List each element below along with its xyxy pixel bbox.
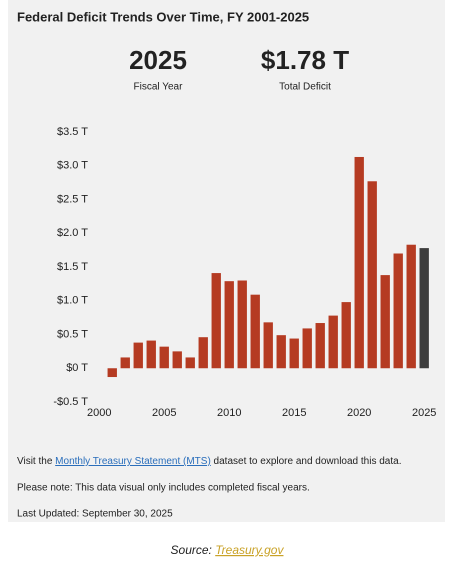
bar: [263, 322, 273, 369]
x-tick-label: 2000: [87, 407, 111, 419]
y-tick-label: $3.0 T: [57, 160, 88, 172]
bar: [250, 294, 260, 369]
bar: [367, 181, 377, 369]
footer-note: Please note: This data visual only inclu…: [17, 483, 310, 494]
y-tick-label: $1.5 T: [57, 261, 88, 273]
bar: [185, 357, 195, 369]
bar: [198, 337, 208, 369]
y-tick-label: $0 T: [66, 362, 88, 374]
kpi-label: Total Deficit: [279, 82, 331, 93]
kpi-label: Fiscal Year: [134, 82, 184, 93]
source-link[interactable]: Treasury.gov: [215, 543, 284, 557]
bar: [393, 253, 403, 369]
bar: [289, 338, 299, 369]
x-tick-label: 2005: [152, 407, 176, 419]
bar: [237, 280, 247, 369]
y-tick-label: $3.5 T: [57, 126, 88, 138]
x-tick-label: 2010: [217, 407, 241, 419]
bar: [133, 342, 143, 369]
bar: [419, 248, 429, 369]
y-tick-label: $0.5 T: [57, 328, 88, 340]
y-tick-label: $1.0 T: [57, 295, 88, 307]
bar: [354, 156, 364, 369]
text: Source:: [171, 543, 216, 557]
footer-visit: Visit the Monthly Treasury Statement (MT…: [17, 456, 401, 467]
chart-title: Federal Deficit Trends Over Time, FY 200…: [17, 9, 309, 24]
bar: [302, 328, 312, 369]
bar: [120, 357, 130, 369]
x-tick-label: 2025: [412, 407, 436, 419]
mts-link[interactable]: Monthly Treasury Statement (MTS): [55, 456, 211, 467]
x-tick-label: 2015: [282, 407, 306, 419]
bar: [224, 281, 234, 369]
bar: [328, 315, 338, 369]
text: dataset to explore and download this dat…: [211, 456, 402, 467]
plot: -$0.5 T $0 T $0.5 T $1.0 T $1.5 T $2.0 T $2.5 …: [53, 126, 436, 419]
bar: [159, 346, 169, 369]
y-tick-label: -$0.5 T: [53, 396, 88, 408]
bar: [341, 302, 351, 369]
bar: [406, 244, 416, 369]
source: Source: Treasury.gov: [171, 543, 285, 557]
y-tick-label: $2.5 T: [57, 193, 88, 205]
kpi-value: 2025: [129, 45, 187, 75]
bar: [107, 368, 117, 378]
bar: [380, 275, 390, 369]
y-tick-label: $2.0 T: [57, 227, 88, 239]
bar: [276, 335, 286, 369]
kpi-value: $1.78 T: [261, 45, 349, 75]
x-tick-label: 2020: [347, 407, 371, 419]
bar: [172, 351, 182, 369]
bar: [315, 323, 325, 369]
text: Visit the: [17, 456, 55, 467]
bar: [146, 340, 156, 369]
bar: [211, 273, 221, 369]
footer-updated: Last Updated: September 30, 2025: [17, 509, 173, 520]
